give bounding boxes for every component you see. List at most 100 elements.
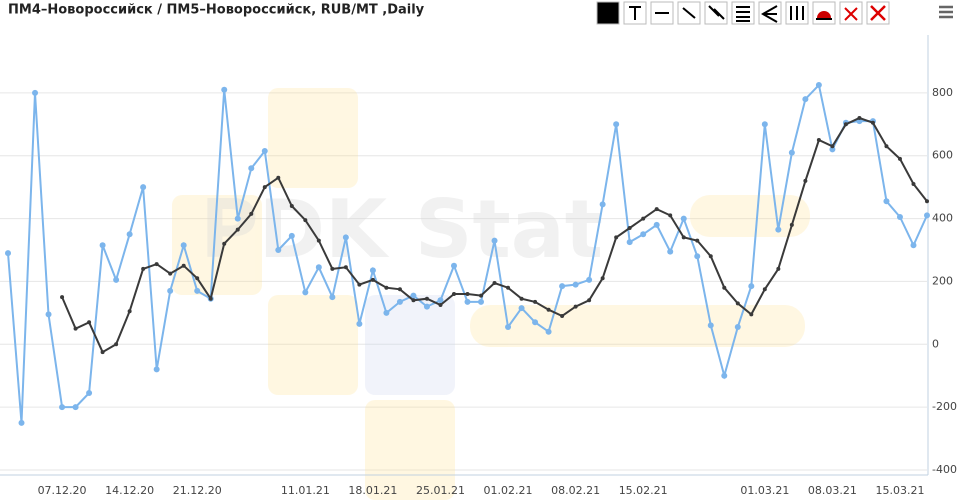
hline-tool[interactable] [650,1,674,25]
data-point [208,296,213,301]
data-point [506,285,511,290]
data-point [370,277,375,282]
data-point [803,178,808,183]
fib-tool[interactable] [731,1,755,25]
data-point [640,231,647,238]
data-point [343,265,348,270]
color-button[interactable] [596,1,620,25]
channel-tool[interactable] [704,1,728,25]
data-point [141,266,146,271]
data-point [100,350,105,355]
data-point [626,239,633,246]
data-point [599,201,606,208]
data-point [114,342,119,347]
data-point [573,304,578,309]
y-tick-label: 600 [932,149,953,162]
data-point [99,242,106,249]
data-point [748,283,755,290]
data-point [924,212,930,219]
data-point [275,247,282,253]
data-point [560,314,565,318]
data-point [289,204,294,208]
data-point [614,235,619,240]
fan-tool[interactable] [758,1,782,25]
data-point [180,242,187,249]
data-point [707,322,714,329]
data-point [911,182,916,186]
data-point [587,298,592,303]
remove-all[interactable] [866,1,890,25]
data-point [654,207,659,212]
data-point [276,175,281,180]
data-point [518,305,525,312]
data-point [451,292,456,296]
data-point [519,296,524,301]
data-point [896,214,903,220]
chart-title: ПМ4–Новороссийск / ПМ5–Новороссийск, RUB… [8,3,425,18]
data-point [586,276,593,283]
data-point [45,311,52,318]
watermark: PDK Stat [200,183,603,276]
data-point [897,156,902,161]
data-point [653,221,660,228]
data-point [423,303,430,310]
data-point [342,234,349,241]
data-point [815,82,822,88]
data-point [383,309,390,316]
data-point [437,297,444,304]
data-point [72,404,79,411]
data-point [533,299,538,304]
data-point [479,293,484,298]
data-point [60,295,65,300]
data-point [59,404,66,411]
y-tick-label: 800 [932,86,953,99]
data-point [357,282,362,287]
data-point [776,266,781,271]
trendline-tool[interactable] [677,1,701,25]
data-point [600,276,605,281]
data-point [735,301,740,306]
watermark-blocks [172,88,810,500]
data-point [925,199,929,204]
vlines-tool[interactable] [785,1,809,25]
data-point [450,262,457,269]
data-point [329,294,336,301]
remove-last[interactable] [839,1,863,25]
data-point [86,390,93,396]
menu-button[interactable] [936,2,956,22]
data-point [302,289,309,296]
data-point [438,303,443,307]
data-point [667,248,674,255]
data-point [613,121,620,128]
data-point [843,122,848,127]
data-point [572,281,579,288]
data-point [195,276,200,281]
data-point [32,89,39,96]
data-point [545,328,552,335]
data-point [505,324,512,330]
data-point [248,165,255,172]
data-point [249,211,254,216]
data-point [153,366,160,373]
data-point [262,185,267,190]
data-point [830,144,835,149]
x-tick-label: 15.02.21 [619,484,668,497]
data-point [532,319,539,326]
data-point [127,309,132,314]
data-point [221,86,228,93]
text-tool[interactable] [623,1,647,25]
data-point [762,287,767,292]
data-point [641,216,646,221]
data-point [194,287,201,294]
data-point [829,146,836,153]
data-point [883,198,890,205]
data-point [680,215,687,222]
data-point [734,324,741,330]
data-point [775,226,782,233]
y-tick-label: 200 [932,274,953,287]
data-point [870,120,875,125]
save-tool[interactable] [812,1,836,25]
data-point [749,312,754,317]
x-tick-label: 08.03.21 [808,484,857,497]
x-tick-label: 01.02.21 [484,484,533,497]
